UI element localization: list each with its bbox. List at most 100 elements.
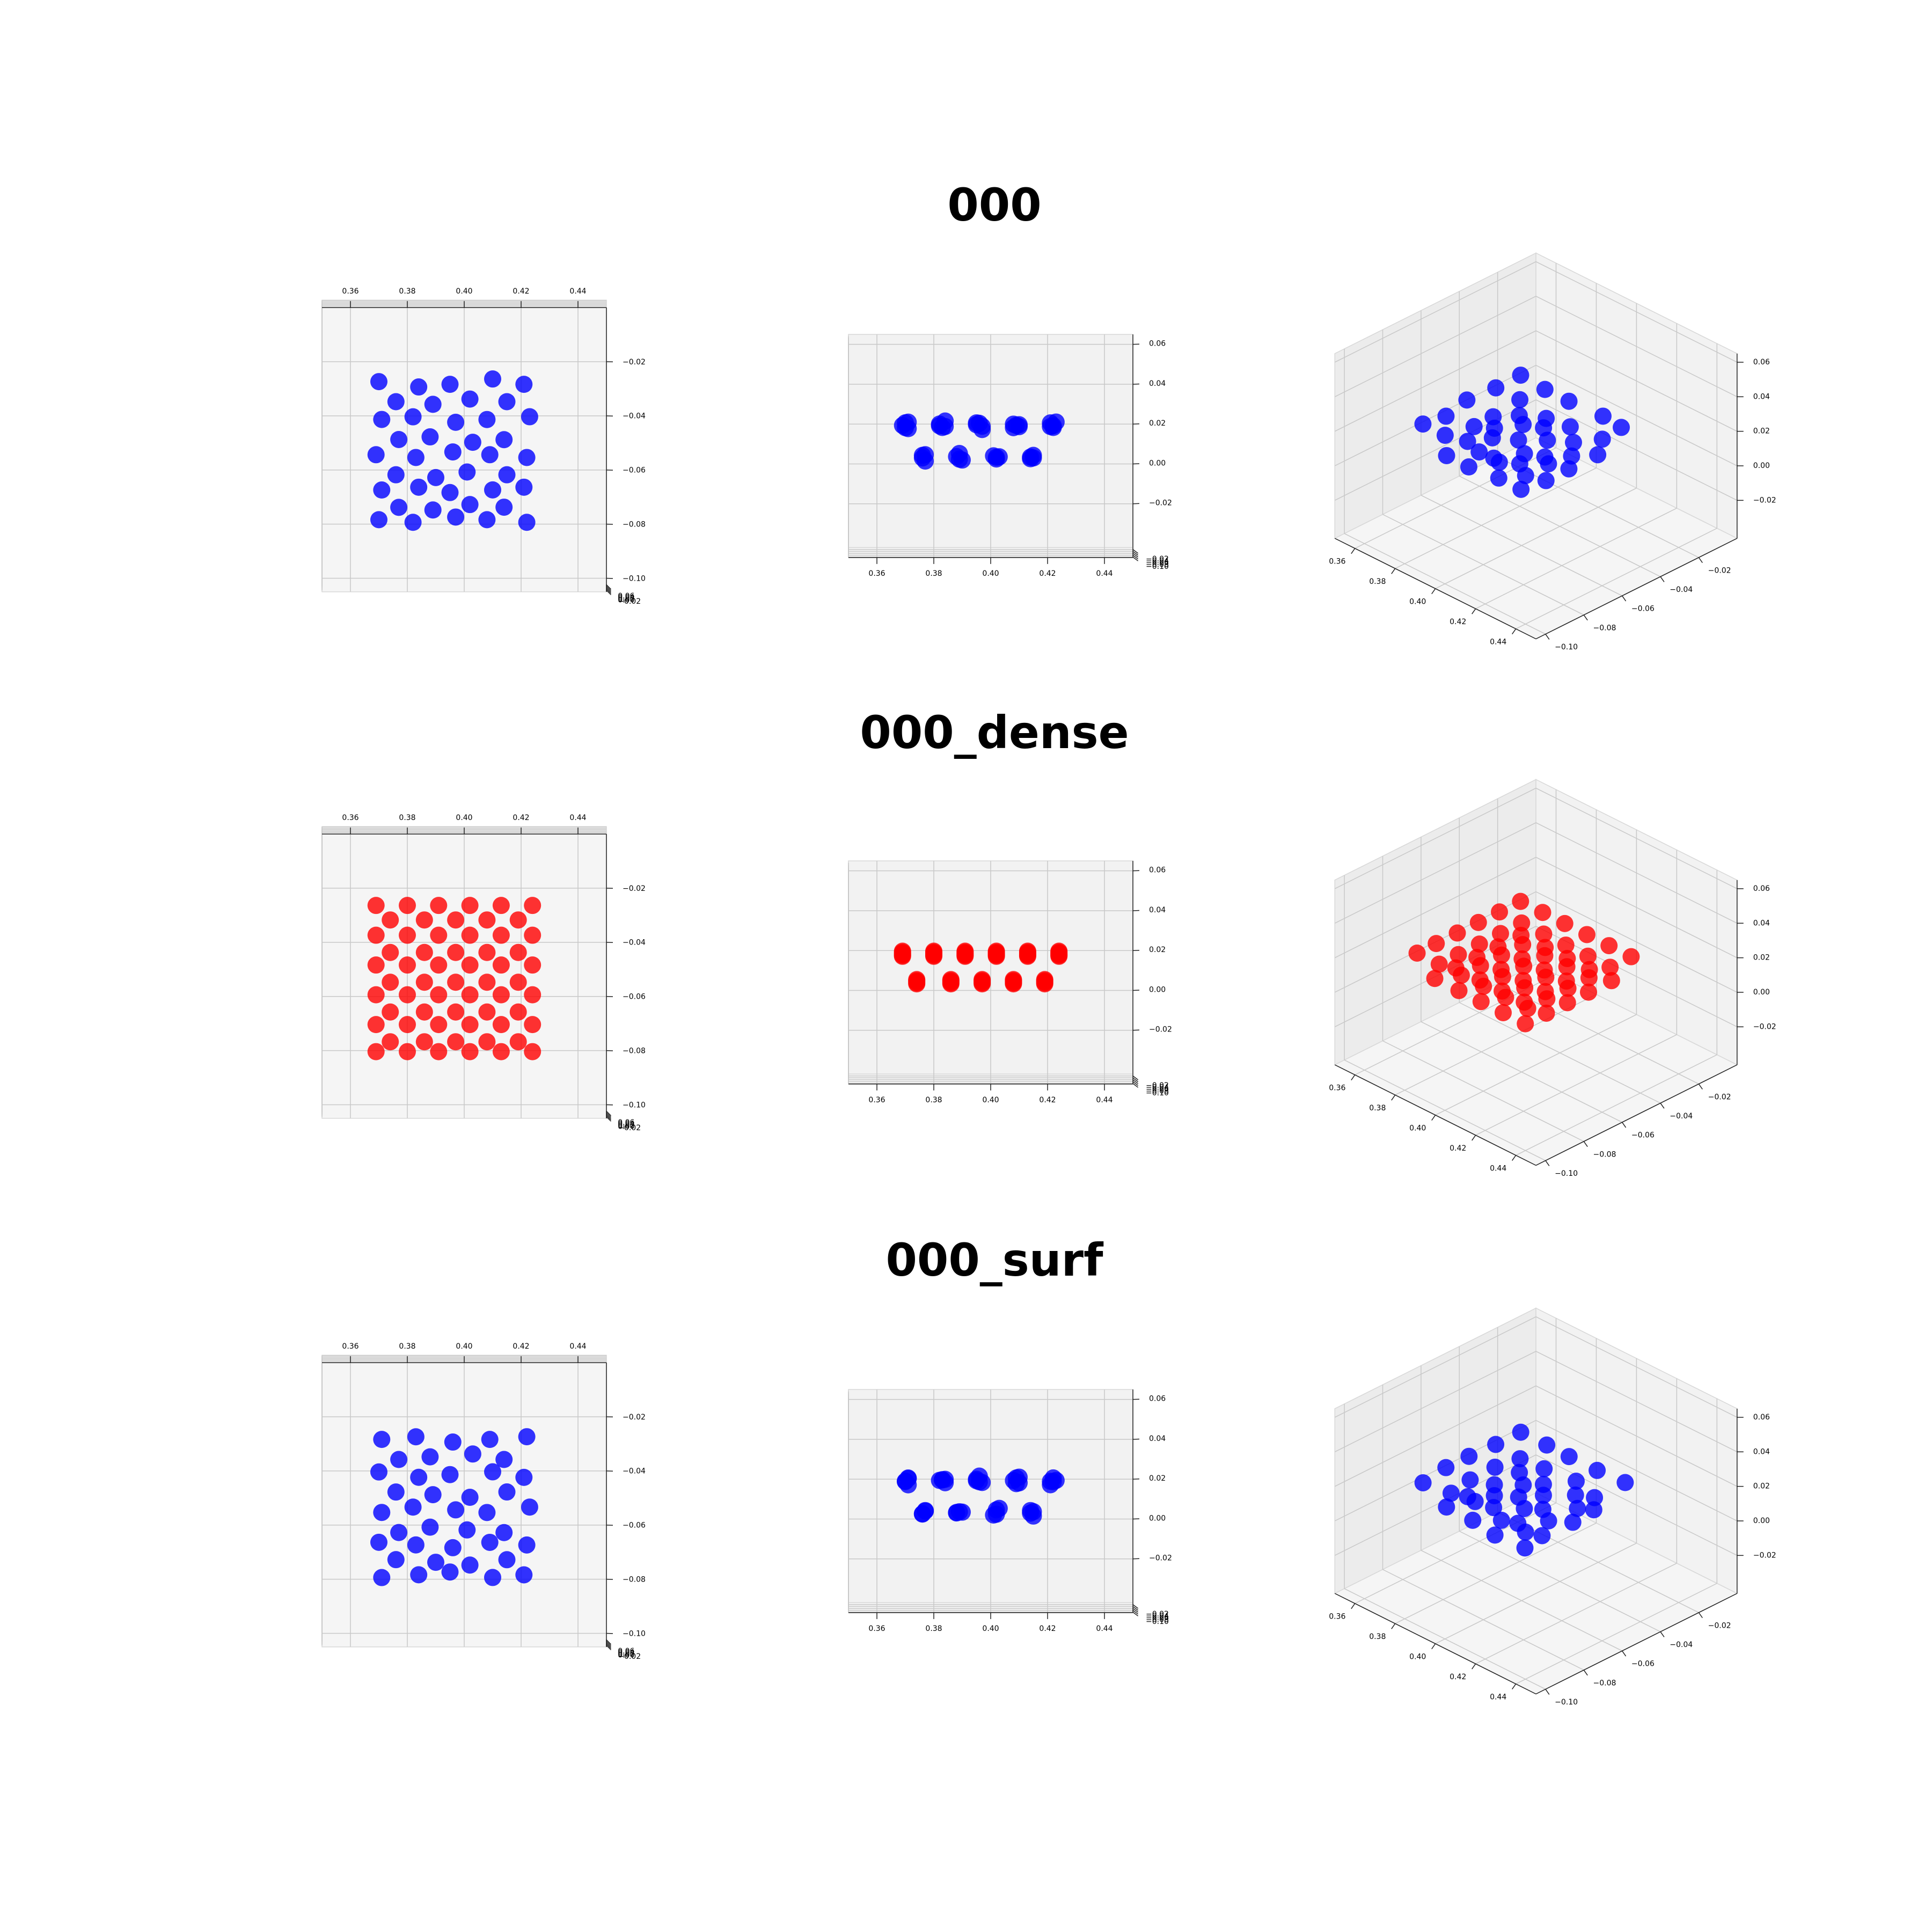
tick-label: 0.38	[399, 287, 415, 296]
grid-line	[1344, 1059, 1546, 1161]
point	[1464, 1511, 1482, 1529]
point	[1536, 939, 1554, 956]
point	[478, 974, 496, 991]
tick-label: −0.06	[1146, 1614, 1169, 1622]
point	[370, 1463, 387, 1481]
tick-mark	[606, 586, 612, 591]
tick-label: −0.04	[1146, 557, 1169, 565]
point	[1465, 418, 1483, 435]
tick-label: 0.40	[1409, 1652, 1426, 1661]
point	[382, 974, 399, 991]
point	[1430, 955, 1448, 973]
tick-mark	[606, 1642, 612, 1648]
point	[495, 1451, 513, 1468]
point	[1536, 380, 1554, 398]
point	[1622, 948, 1640, 965]
tick-label: −0.04	[1146, 1612, 1169, 1620]
point	[478, 1003, 496, 1021]
point	[1564, 434, 1582, 451]
point	[1486, 1526, 1504, 1544]
tick-mark	[1583, 1670, 1588, 1676]
tick-label: 0.44	[569, 287, 586, 296]
tick-label: −0.08	[1593, 1150, 1616, 1159]
point	[478, 511, 496, 529]
tick-label: −0.04	[623, 412, 646, 421]
grid-line	[1516, 528, 1717, 630]
tick-label: −0.10	[1555, 1169, 1578, 1178]
tick-label: 0.42	[513, 814, 529, 822]
tick-label: 0.00	[618, 1651, 634, 1660]
tick-label: −0.08	[1146, 1615, 1169, 1624]
grid-line	[1535, 822, 1738, 924]
tick-mark	[606, 1116, 612, 1122]
point	[421, 428, 439, 446]
tick-mark	[1545, 1689, 1550, 1695]
point	[1601, 958, 1619, 976]
tick-label: 0.36	[868, 1096, 885, 1104]
tick-mark	[606, 1645, 612, 1650]
tick-mark	[1698, 1084, 1703, 1090]
tick-label: 0.04	[1149, 906, 1166, 914]
point	[1485, 1499, 1503, 1517]
tick-label: −0.10	[1555, 1698, 1578, 1707]
tick-mark	[1622, 1122, 1627, 1128]
point	[447, 508, 465, 526]
point	[404, 1498, 422, 1516]
grid-line	[1334, 330, 1536, 432]
point	[492, 956, 510, 974]
point	[1535, 419, 1553, 437]
point	[370, 1533, 387, 1551]
tick-label: −0.02	[1146, 1610, 1169, 1619]
point	[399, 1016, 416, 1034]
point	[1492, 1511, 1510, 1529]
point	[478, 411, 496, 428]
point	[390, 1451, 408, 1468]
tick-label: 0.00	[1753, 1517, 1770, 1525]
point	[410, 1566, 428, 1584]
tick-mark	[1132, 1081, 1139, 1086]
tick-label: −0.10	[1146, 1089, 1169, 1097]
point	[1563, 447, 1580, 465]
tick-mark	[1698, 557, 1703, 564]
tick-label: −0.06	[1146, 1085, 1169, 1094]
point	[1535, 925, 1553, 943]
tick-label: 0.02	[1149, 946, 1166, 954]
tick-label: 0.00	[1149, 985, 1166, 994]
point	[415, 911, 433, 929]
point	[1494, 982, 1511, 1000]
tick-label: −0.10	[1555, 643, 1578, 652]
point	[515, 478, 533, 496]
point	[1468, 949, 1486, 967]
point	[390, 1524, 408, 1541]
tick-mark	[606, 1115, 612, 1121]
point	[1511, 391, 1529, 408]
point	[498, 393, 516, 411]
axes3d: 0.36 0.38 0.40 0.42 0.44 −0.10 −0.08 −0.06 −0.04…	[1329, 252, 1776, 652]
point	[1050, 947, 1068, 965]
point	[1460, 1447, 1478, 1465]
point	[444, 1539, 462, 1556]
point	[1459, 1488, 1476, 1505]
tick-label: 0.00	[618, 1123, 634, 1131]
point	[1509, 1514, 1527, 1532]
tick-mark	[1132, 1604, 1139, 1609]
grid-line	[1435, 487, 1637, 589]
tick-mark	[1132, 1079, 1139, 1084]
point	[1589, 1461, 1606, 1479]
grid-line	[1435, 1014, 1637, 1116]
tick-mark	[606, 1114, 612, 1119]
tick-label: −0.04	[1670, 1641, 1693, 1649]
tick-label: 0.40	[982, 1096, 999, 1104]
grid-line	[1475, 1034, 1677, 1136]
point	[458, 1521, 476, 1539]
tick-mark	[1660, 1631, 1665, 1637]
point	[515, 1566, 533, 1584]
tick-label: −0.06	[1631, 605, 1655, 613]
point	[461, 956, 479, 974]
point	[492, 926, 510, 944]
point	[464, 1445, 481, 1463]
point	[524, 1043, 541, 1060]
point	[421, 1518, 439, 1536]
tick-mark	[606, 588, 612, 594]
